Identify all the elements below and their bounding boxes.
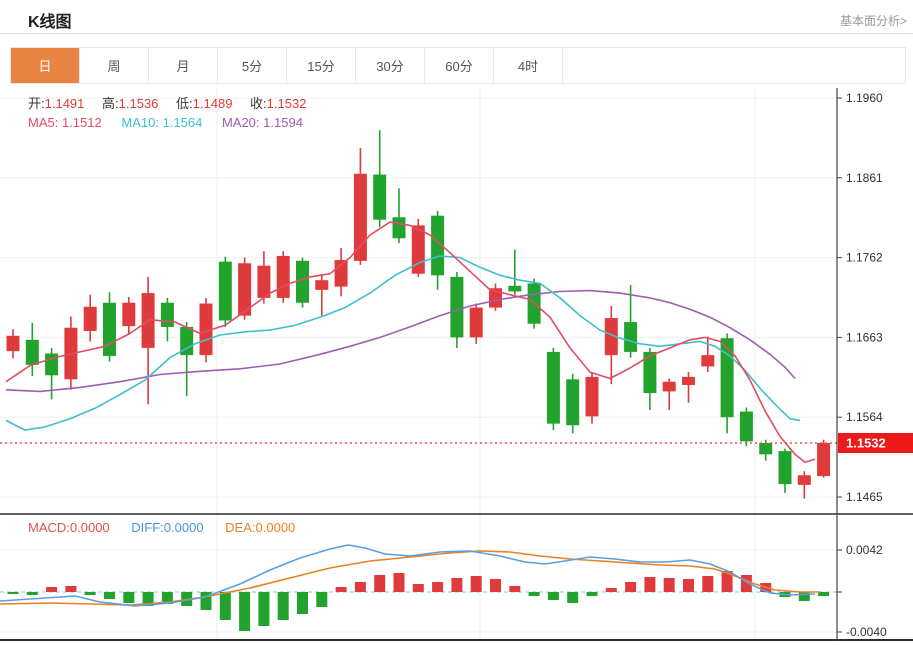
dea-line xyxy=(0,550,820,606)
page-title: K线图 xyxy=(28,14,72,31)
title-divider xyxy=(0,33,913,34)
kline-chart-canvas: 1.1960 1.1861 1.1762 1.1663 1.1564 1.1465 0.00… xyxy=(0,88,913,641)
tab-day[interactable]: 日 xyxy=(11,48,80,83)
svg-text:1.1532: 1.1532 xyxy=(846,435,886,450)
tab-week[interactable]: 周 xyxy=(80,48,149,83)
ma10-line xyxy=(5,255,801,431)
tab-60min[interactable]: 60分 xyxy=(425,48,494,83)
tab-15min[interactable]: 15分 xyxy=(287,48,356,83)
ma20-line xyxy=(5,289,796,393)
current-price-badge: 1.1532 xyxy=(838,432,913,453)
svg-text:1.1465: 1.1465 xyxy=(846,490,883,504)
tab-5min[interactable]: 5分 xyxy=(218,48,287,83)
svg-text:1.1564: 1.1564 xyxy=(846,410,883,424)
tab-30min[interactable]: 30分 xyxy=(356,48,425,83)
axis-labels: 1.1960 1.1861 1.1762 1.1663 1.1564 1.1465 0.00… xyxy=(837,91,887,639)
diff-line xyxy=(0,544,816,607)
svg-text:1.1960: 1.1960 xyxy=(846,91,883,105)
svg-text:1.1762: 1.1762 xyxy=(846,251,883,265)
ma5-line xyxy=(5,221,816,464)
svg-text:-0.0040: -0.0040 xyxy=(846,625,887,639)
svg-text:1.1861: 1.1861 xyxy=(846,171,883,185)
svg-text:1.1663: 1.1663 xyxy=(846,330,883,344)
tab-4hour[interactable]: 4时 xyxy=(494,48,563,83)
tabbar-filler xyxy=(563,48,905,83)
fundamental-analysis-link[interactable]: 基本面分析> xyxy=(839,14,907,28)
period-tabbar: 日 周 月 5分 15分 30分 60分 4时 xyxy=(10,47,906,84)
kline-chart: 1.1960 1.1861 1.1762 1.1663 1.1564 1.1465 0.00… xyxy=(0,88,913,645)
svg-text:0.0042: 0.0042 xyxy=(846,543,883,557)
macd-histogram xyxy=(7,571,830,631)
tab-month[interactable]: 月 xyxy=(149,48,218,83)
